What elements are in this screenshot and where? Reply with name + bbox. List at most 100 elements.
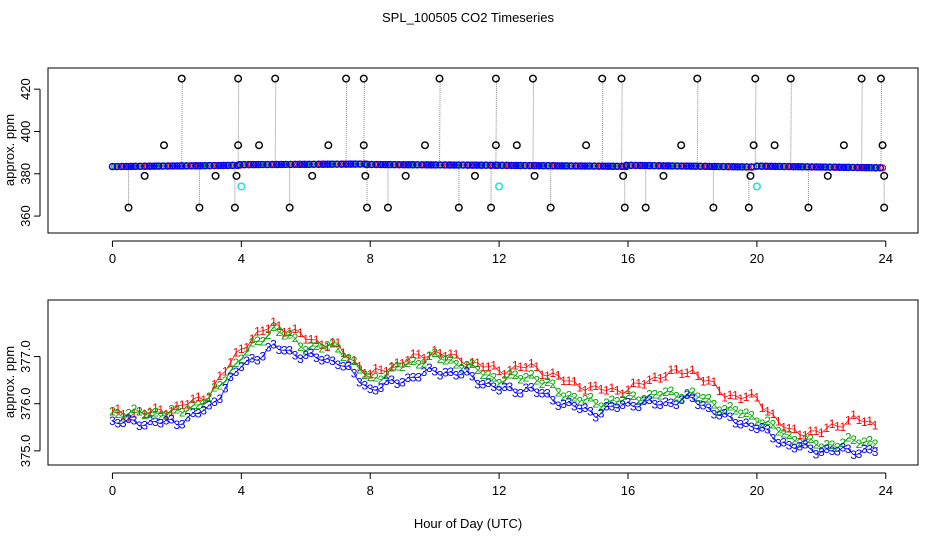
series-3-segment — [327, 358, 333, 362]
band-point-blue — [636, 161, 644, 170]
series-2-segment — [391, 366, 398, 369]
series-1-segment — [745, 393, 752, 398]
band-point — [574, 162, 582, 170]
series-3-segment — [214, 398, 221, 403]
band-point — [466, 161, 474, 169]
series-3-segment — [778, 442, 784, 444]
mid-outlier-point — [659, 171, 668, 180]
series-1-segment — [606, 387, 613, 391]
band-point-blue — [323, 160, 332, 168]
series-1-segment — [267, 321, 274, 330]
series-1-segment — [230, 352, 237, 363]
band-point — [652, 162, 661, 170]
series-2-segment — [117, 413, 124, 418]
series-3-segment — [756, 427, 763, 430]
series-1-segment — [176, 404, 183, 407]
series-1-segment — [337, 342, 344, 354]
band-point-blue — [830, 163, 839, 171]
series-3-segment — [590, 411, 597, 418]
band-point — [579, 162, 587, 170]
series-3-segment — [305, 352, 312, 356]
low-outlier-point — [124, 203, 133, 212]
band-point — [551, 162, 559, 170]
series-2-segment — [450, 359, 457, 365]
series-2-segment — [563, 395, 570, 398]
mid-outlier-point — [308, 171, 317, 180]
series-3-segment — [735, 423, 741, 425]
bottom-y-tick-label: 375.0 — [18, 435, 33, 468]
bottom-x-tick-label: 12 — [492, 483, 506, 498]
band-point-blue — [659, 162, 668, 170]
band-point — [662, 162, 670, 170]
series-2-segment — [767, 420, 774, 425]
series-2-segment — [241, 351, 248, 360]
high-outlier-stem — [181, 78, 183, 166]
series-1-segment — [724, 394, 731, 398]
band-point-blue — [386, 160, 394, 169]
band-point-blue — [853, 163, 862, 172]
series-3-segment — [622, 402, 629, 406]
low-outlier-point — [804, 203, 813, 212]
series-2-segment — [112, 411, 118, 415]
series-2-segment — [337, 348, 344, 358]
series-2-segment — [848, 437, 854, 441]
series-1-segment — [552, 372, 559, 376]
band-point — [475, 161, 483, 169]
series-1-segment — [144, 411, 151, 415]
series-3-segment — [402, 377, 409, 383]
series-2-segment — [520, 377, 527, 380]
band-point-blue — [840, 163, 848, 172]
band-point — [340, 160, 348, 168]
series-3-segment — [740, 422, 747, 425]
band-point-blue — [692, 162, 700, 170]
series-2-segment — [187, 404, 194, 411]
mid-outlier-point — [421, 141, 430, 150]
mid-outlier-point — [823, 171, 832, 180]
series-1-segment — [643, 379, 650, 385]
band-point-blue — [645, 161, 654, 170]
series-3-segment — [638, 400, 645, 408]
band-point — [769, 162, 777, 170]
band-point — [171, 162, 179, 170]
band-point-blue — [454, 161, 463, 169]
band-point — [270, 160, 279, 169]
band-point — [671, 162, 679, 170]
series-3-segment — [654, 404, 661, 406]
series-2-segment — [466, 363, 473, 366]
series-2-segment — [498, 380, 505, 384]
top-x-tick-label: 4 — [238, 251, 245, 266]
band-point-blue — [590, 162, 598, 170]
series-3-segment — [482, 382, 489, 385]
series-2-segment — [461, 365, 468, 369]
series-2-segment — [493, 377, 500, 384]
series-2-segment — [160, 414, 167, 417]
band-point-blue — [145, 162, 154, 170]
band-point-blue — [668, 162, 677, 170]
series-1-segment — [660, 376, 666, 379]
series-3-segment — [144, 420, 151, 426]
mid-outlier-point — [361, 171, 370, 180]
series-2-segment — [622, 394, 629, 401]
series-3-segment — [128, 418, 135, 421]
series-2-segment — [590, 397, 597, 404]
series-1-segment — [847, 414, 854, 421]
band-point — [496, 161, 504, 169]
series-3-segment — [772, 438, 779, 444]
series-2-segment — [681, 393, 688, 399]
band-point — [317, 160, 325, 168]
series-2-segment — [756, 421, 763, 425]
series-1-segment — [842, 420, 849, 428]
series-2-segment — [332, 343, 339, 349]
series-3-segment — [439, 372, 446, 376]
series-3-segment — [273, 344, 280, 351]
top-y-tick-label: 420 — [18, 78, 33, 100]
series-2-segment — [386, 367, 393, 376]
band-point — [231, 161, 239, 169]
series-3-segment — [686, 394, 693, 399]
series-1-segment — [762, 407, 768, 413]
series-2-segment — [617, 399, 623, 403]
band-point — [208, 161, 216, 170]
series-3-segment — [579, 407, 586, 410]
band-point-blue — [872, 164, 880, 172]
series-2-segment — [246, 342, 253, 352]
